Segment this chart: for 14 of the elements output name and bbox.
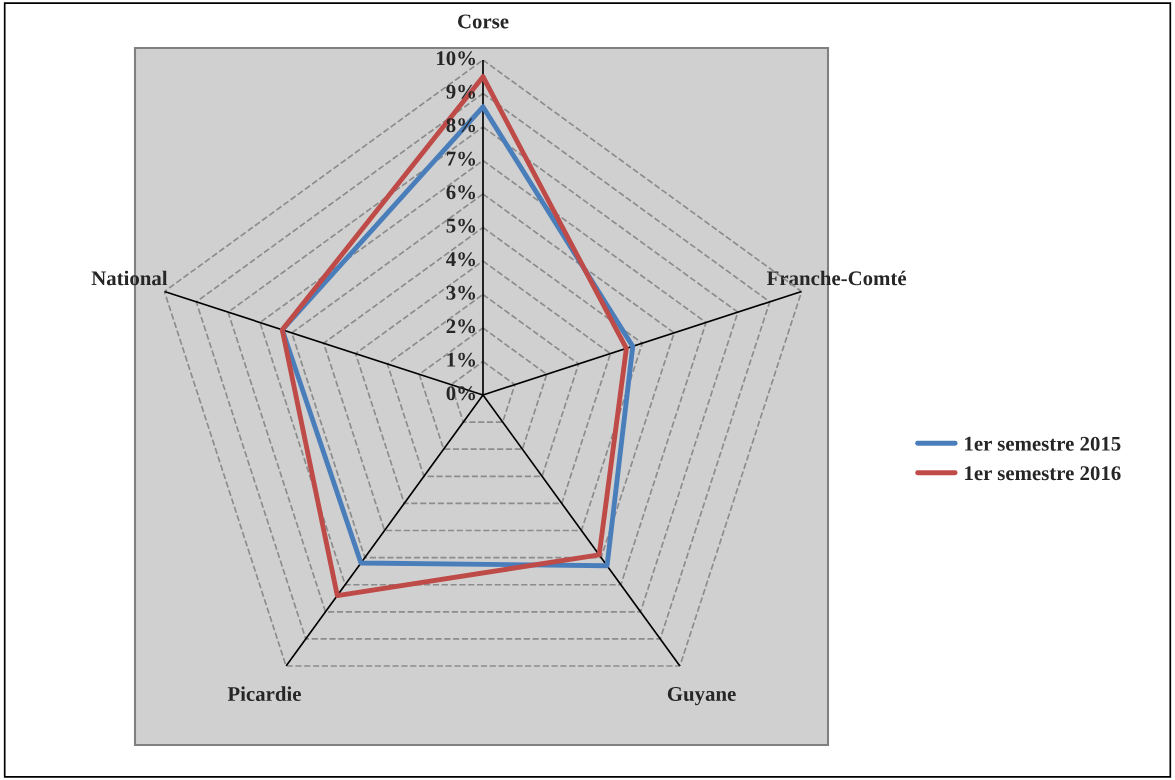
y-tick-label: 4% (446, 252, 476, 267)
y-tick-label: 1% (447, 352, 476, 367)
y-tick-label: 3% (446, 285, 476, 300)
y-tick-label: 6% (446, 185, 476, 200)
y-tick-label: 5% (446, 218, 476, 233)
legend-label: 1er semestre 2016 (965, 466, 1121, 481)
spoke-label: Picardie (227, 686, 301, 702)
legend-label: 1er semestre 2015 (965, 436, 1121, 451)
y-tick-label: 7% (446, 151, 476, 166)
y-tick-label: 2% (446, 319, 476, 334)
y-tick-label: 0% (446, 386, 476, 401)
spoke-label: Guyane (667, 686, 736, 706)
spoke-label: Corse (457, 14, 509, 29)
y-tick-label: 10% (437, 51, 476, 66)
